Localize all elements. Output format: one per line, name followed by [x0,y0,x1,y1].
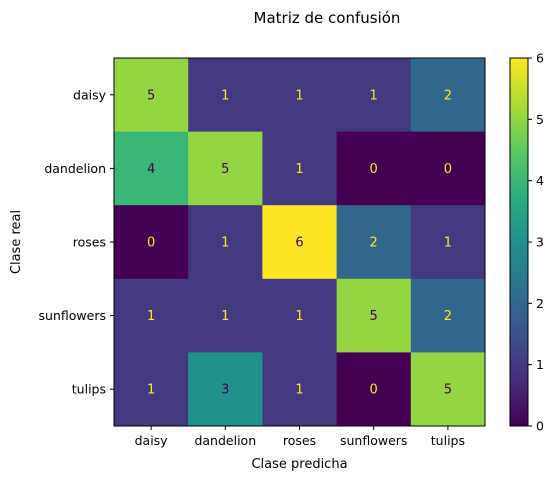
heatmap-cell [410,58,486,133]
heatmap-cell [188,131,263,206]
x-tick-label: tulips [431,433,465,448]
colorbar-tick-label: 6 [536,51,544,66]
x-axis-label: Clase predicha [251,457,347,472]
heatmap-cell [188,205,263,280]
x-tick-label: dandelion [194,433,256,448]
heatmap-cell [262,205,338,280]
colorbar-tick-label: 4 [536,173,544,188]
colorbar [509,57,529,427]
colorbar-tick-label: 1 [536,357,544,372]
heatmap-cell [262,352,338,427]
cell-value-label: 1 [147,383,155,398]
cell-value-label: 2 [444,88,452,103]
x-axis-ticks: daisy dandelion roses sunflowers tulips [135,426,465,448]
y-tick-label: roses [73,235,106,250]
cell-value-label: 0 [370,162,378,177]
colorbar-tick-label: 5 [536,112,544,127]
cell-value-label: 4 [147,162,155,177]
heatmap-cell [410,131,486,206]
x-tick-label: roses [283,433,316,448]
cell-value-label: 2 [370,236,378,251]
heatmap-cell [114,131,189,206]
heatmap-cell [188,58,263,133]
cell-value-label: 1 [295,88,303,103]
y-tick-label: tulips [72,382,106,397]
heatmap-cell [410,278,486,353]
y-tick-label: daisy [73,87,107,102]
heatmap-cell [188,352,263,427]
y-axis-ticks: daisy dandelion roses sunflowers tulips [39,87,114,397]
heatmap-cell-values: 5 1 1 1 2 4 5 1 0 0 0 1 6 2 1 1 1 1 5 2 1 3 1 0 5 [147,88,452,397]
heatmap-cell [336,131,412,206]
y-axis-label: Clase real [9,210,24,274]
heatmap-cell [336,205,412,280]
cell-value-label: 1 [295,383,303,398]
cell-value-label: 1 [370,88,378,103]
heatmap-cell [188,278,263,353]
chart-title: Matriz de confusión [254,9,401,27]
cell-value-label: 1 [444,236,452,251]
cell-value-label: 0 [444,162,452,177]
cell-value-label: 6 [295,236,303,251]
cell-value-label: 5 [147,88,155,103]
heatmap-cell [410,352,486,427]
heatmap-cell [114,278,189,353]
x-tick-label: daisy [135,433,169,448]
cell-value-label: 1 [295,309,303,324]
x-tick-label: sunflowers [340,433,407,448]
colorbar-ticks: 0 1 2 3 4 5 6 [528,51,544,434]
heatmap-cell [410,205,486,280]
cell-value-label: 0 [147,236,155,251]
cell-value-label: 1 [147,309,155,324]
heatmap-cell [336,352,412,427]
cell-value-label: 0 [370,383,378,398]
cell-value-label: 5 [370,309,378,324]
colorbar-tick-label: 2 [536,296,544,311]
cell-value-label: 3 [221,383,229,398]
heatmap-cell [114,352,189,427]
colorbar-tick-label: 0 [536,419,544,434]
heatmap-cells [114,58,486,427]
cell-value-label: 2 [444,309,452,324]
heatmap-cell [262,58,338,133]
heatmap-cell [262,131,338,206]
cell-value-label: 1 [221,309,229,324]
heatmap-cell [262,278,338,353]
cell-value-label: 1 [221,88,229,103]
cell-value-label: 1 [221,236,229,251]
heatmap-cell [114,205,189,280]
heatmap-cell [336,58,412,133]
y-tick-label: sunflowers [39,308,106,323]
cell-value-label: 5 [221,162,229,177]
cell-value-label: 1 [295,162,303,177]
y-tick-label: dandelion [44,161,106,176]
colorbar-tick-label: 3 [536,235,544,250]
heatmap-cell [114,58,189,133]
heatmap-cell [336,278,412,353]
cell-value-label: 5 [444,383,452,398]
